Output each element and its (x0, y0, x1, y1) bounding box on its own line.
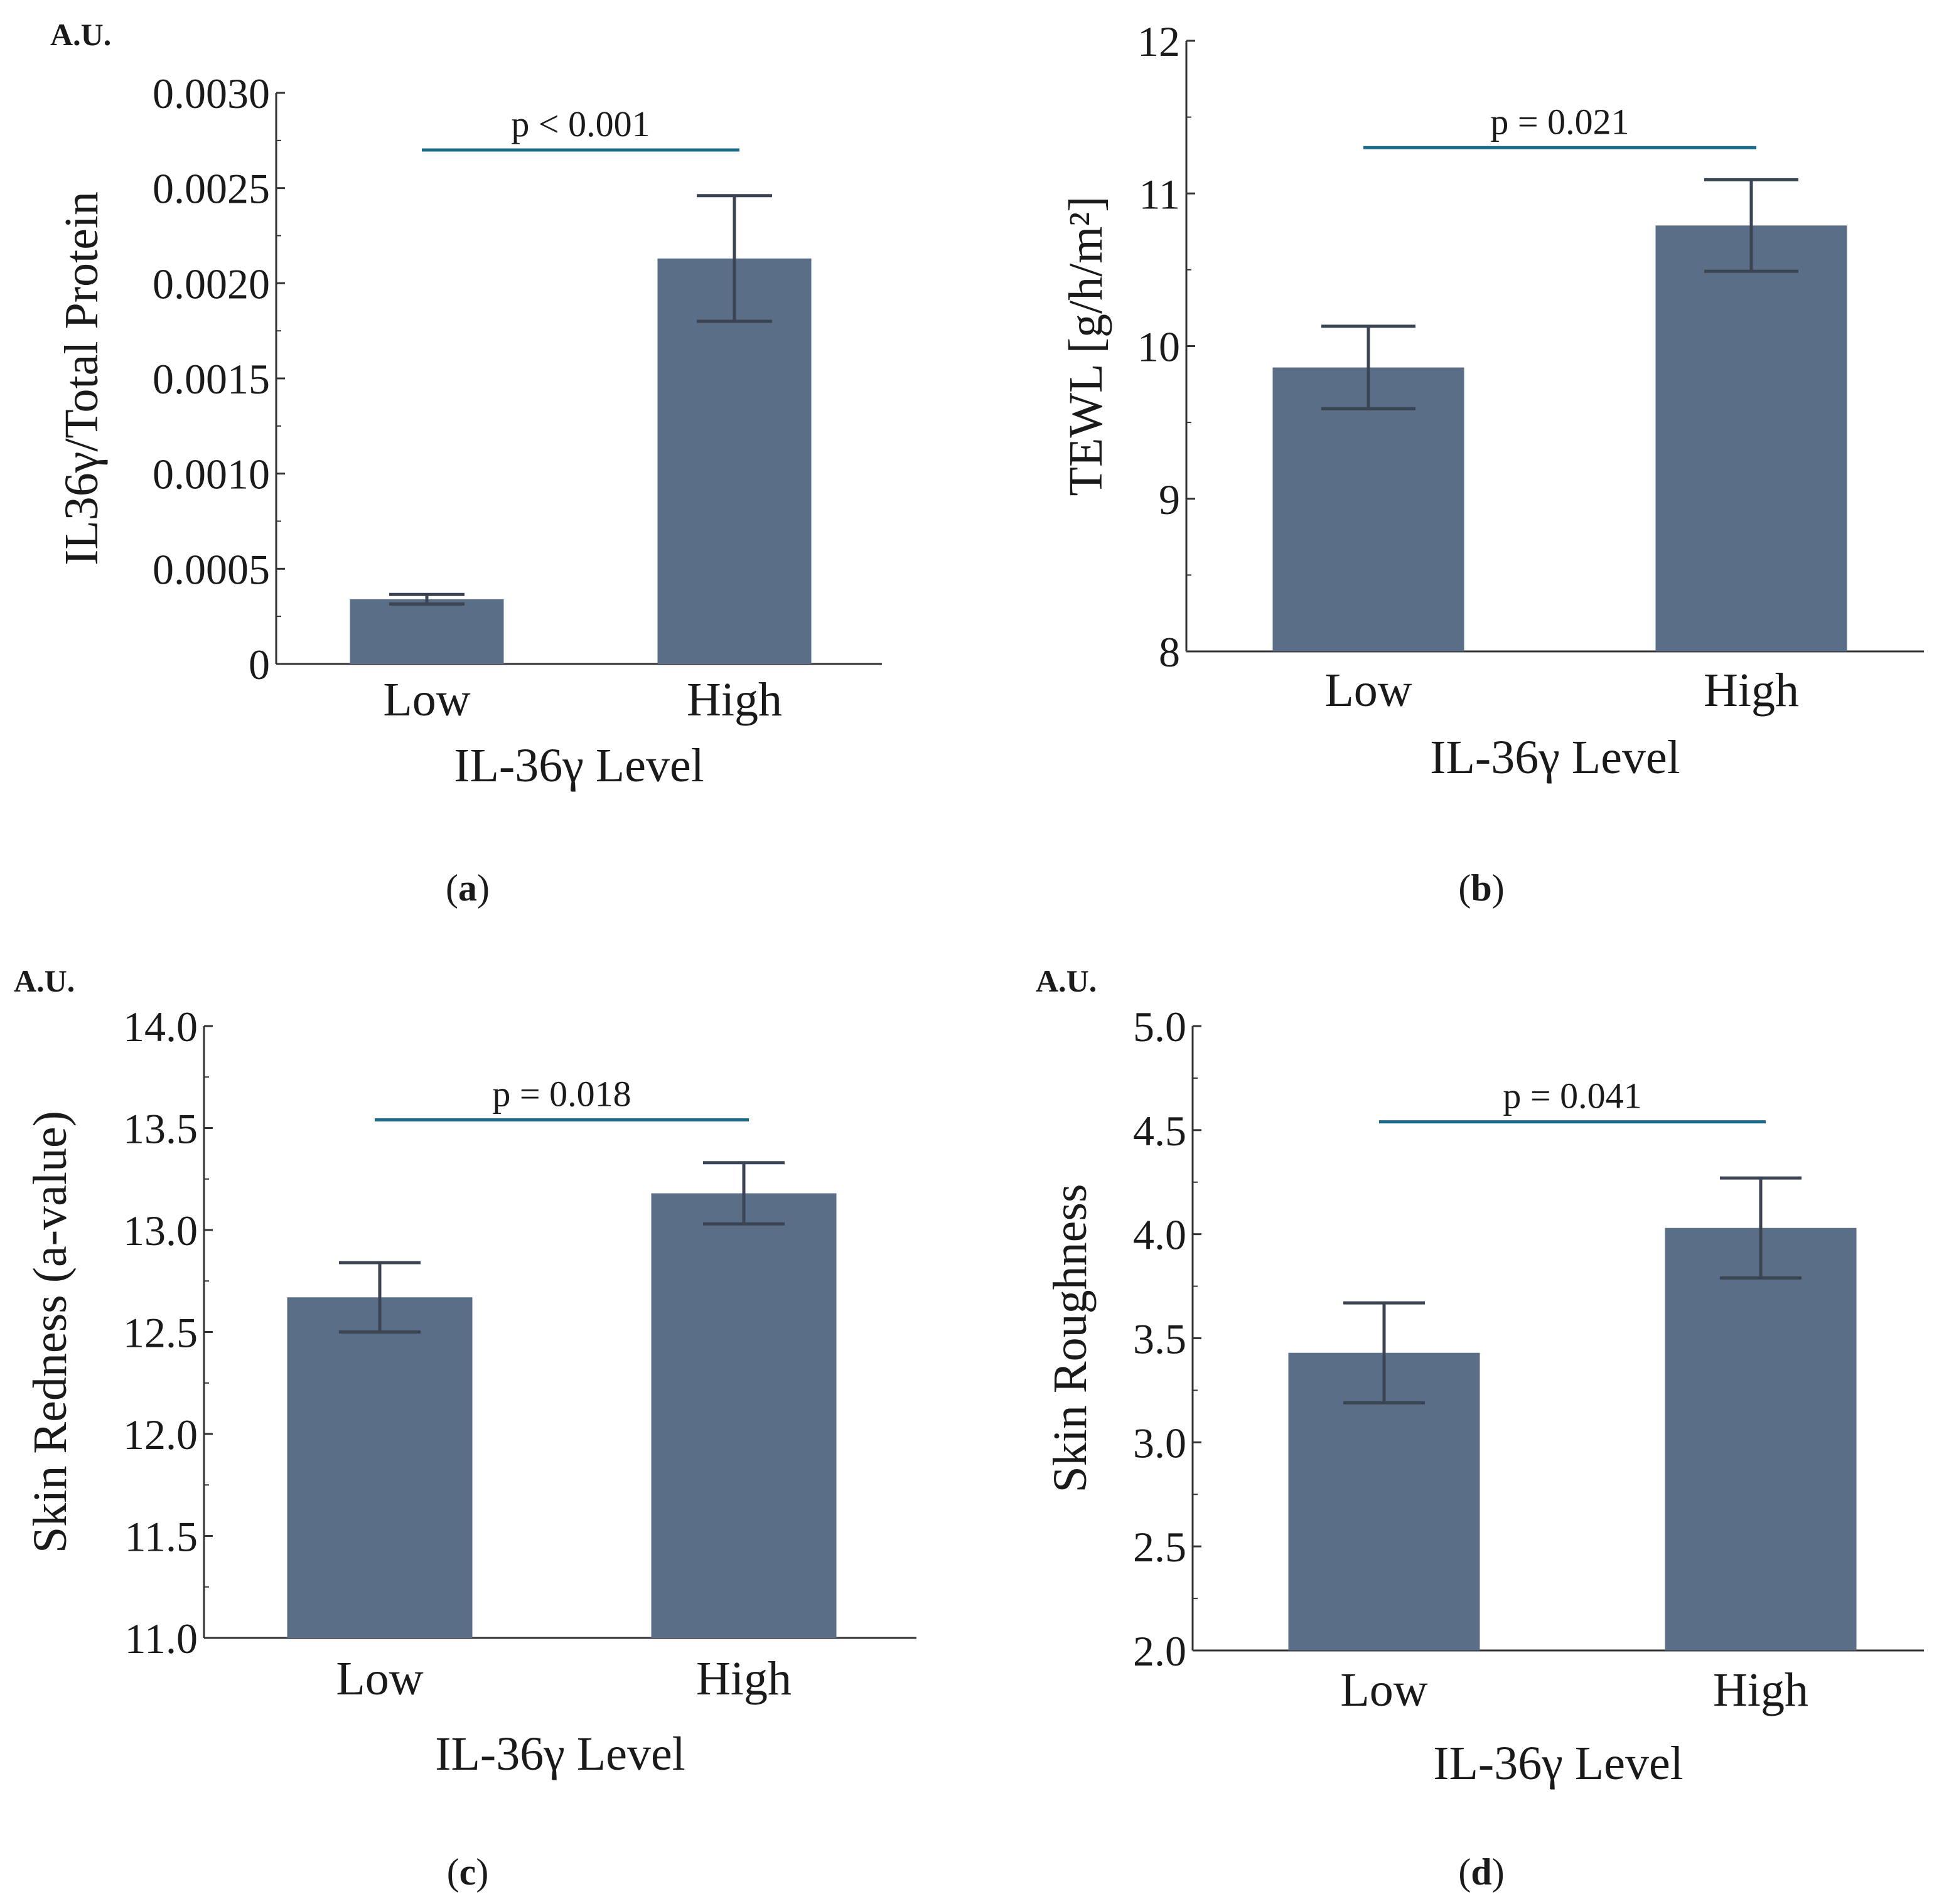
x-axis-title: IL-36γ Level (435, 1728, 685, 1780)
p-value-label: p = 0.021 (1490, 101, 1629, 142)
y-tick-label: 12 (1137, 18, 1180, 65)
unit-label: A.U. (50, 17, 111, 52)
y-tick-label: 0.0015 (153, 355, 270, 403)
y-tick-label: 12.5 (123, 1309, 198, 1357)
x-category-label: Low (1324, 664, 1412, 717)
y-tick-label: 2.0 (1133, 1627, 1186, 1675)
y-tick-label: 13.0 (123, 1207, 198, 1254)
bar-high (657, 258, 812, 664)
y-tick-label: 4.0 (1133, 1211, 1186, 1259)
y-tick-label: 0.0030 (153, 70, 270, 117)
p-value-label: p = 0.018 (492, 1074, 631, 1115)
panel-label: (d) (1458, 1851, 1504, 1893)
y-tick-label: 3.5 (1133, 1315, 1186, 1363)
y-tick-label: 0.0005 (153, 545, 270, 593)
y-tick-label: 5.0 (1133, 1003, 1186, 1051)
bar-high (651, 1193, 837, 1638)
x-axis-title: IL-36γ Level (1433, 1737, 1684, 1790)
y-tick-label: 14.0 (123, 1003, 198, 1051)
y-tick-label: 4.5 (1133, 1107, 1186, 1155)
y-tick-label: 10 (1137, 323, 1180, 371)
bar-high (1665, 1227, 1857, 1650)
y-tick-label: 2.5 (1133, 1523, 1186, 1571)
bar-low (1272, 367, 1464, 651)
bar-low (287, 1297, 473, 1638)
chart-panel-c: 11.0 11.5 12.0 12.5 13.0 13.5 14.0 Low High p = 0… (14, 963, 916, 1893)
panel-label: (a) (446, 867, 490, 909)
x-category-label: Low (336, 1652, 423, 1705)
p-value-label: p < 0.001 (511, 104, 650, 144)
x-category-label: High (687, 673, 782, 726)
x-category-label: High (1713, 1664, 1808, 1716)
bar-high (1655, 225, 1847, 651)
y-tick-label: 0.0010 (153, 451, 270, 498)
unit-label: A.U. (14, 963, 75, 998)
y-tick-label: 0.0025 (153, 165, 270, 213)
y-tick-label: 13.5 (123, 1105, 198, 1153)
unit-label: A.U. (1036, 963, 1097, 998)
p-value-label: p = 0.041 (1503, 1076, 1641, 1116)
y-tick-label: 0.0020 (153, 260, 270, 308)
chart-panel-b: 8 9 10 11 12 Low High p = 0.021 IL-36γ Level TEWL… (1060, 18, 1924, 909)
y-tick-label: 8 (1159, 628, 1180, 676)
x-axis-title: IL-36γ Level (1430, 731, 1680, 784)
chart-panel-a: 0 0.0005 0.0010 0.0015 0.0020 0.0025 0.0030 Low… (50, 17, 882, 909)
bar-low (350, 599, 504, 664)
chart-panel-d: 2.0 2.5 3.0 3.5 4.0 4.5 5.0 Low High p = 0.041 IL-… (1036, 963, 1924, 1893)
y-tick-label: 12.0 (123, 1411, 198, 1458)
x-category-label: Low (383, 673, 470, 726)
y-tick-label: 11 (1139, 170, 1180, 218)
y-tick-label: 3.0 (1133, 1419, 1186, 1467)
y-tick-label: 9 (1159, 476, 1180, 523)
panel-label: (c) (447, 1851, 489, 1893)
y-tick-label: 0 (249, 641, 270, 688)
y-tick-label: 11.0 (125, 1615, 198, 1662)
x-category-label: High (1704, 664, 1799, 717)
y-axis-title: IL36γ/Total Protein (55, 191, 108, 565)
y-axis-title: Skin Roughness (1044, 1184, 1097, 1493)
y-axis-title: TEWL [g/h/m²] (1060, 196, 1112, 496)
y-tick-label: 11.5 (125, 1513, 198, 1561)
y-axis-title: Skin Redness (a-value) (24, 1111, 77, 1553)
x-category-label: Low (1340, 1664, 1427, 1716)
x-axis-title: IL-36γ Level (454, 739, 704, 792)
x-category-label: High (696, 1652, 792, 1705)
panel-label: (b) (1458, 867, 1504, 909)
